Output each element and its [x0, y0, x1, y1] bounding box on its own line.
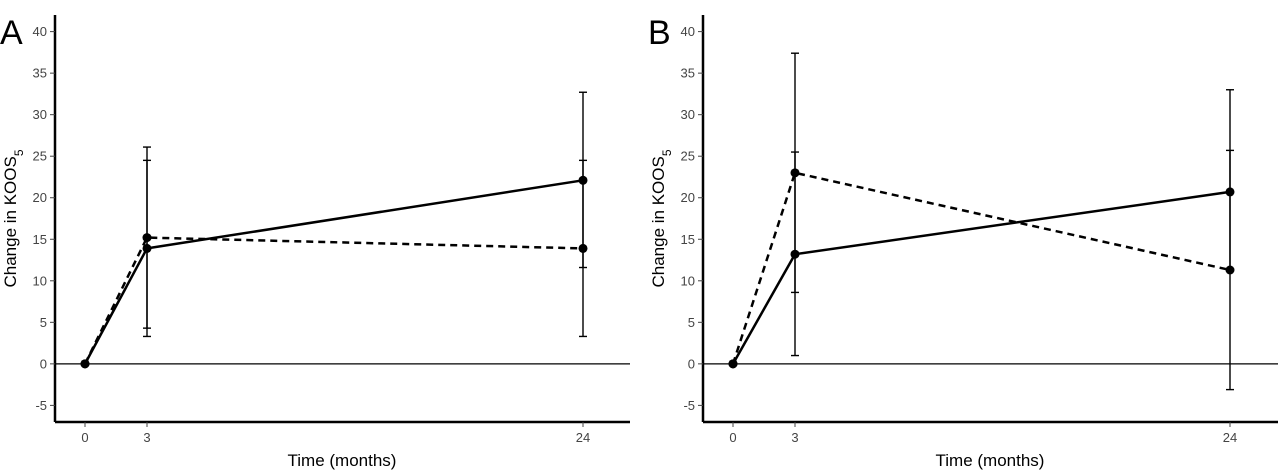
series-line-dashed [731, 171, 1231, 365]
y-tick-label: 25 [681, 149, 695, 164]
x-tick-label: 3 [791, 430, 798, 445]
y-tick-label: 35 [33, 66, 47, 81]
y-tick-label: 30 [681, 107, 695, 122]
y-tick-label: 40 [33, 24, 47, 39]
data-point [790, 168, 800, 178]
data-point [142, 233, 152, 243]
x-tick-label: 24 [576, 430, 590, 445]
y-tick-label: 20 [681, 190, 695, 205]
x-axis-title: Time (months) [288, 451, 397, 470]
y-axis-title-subscript: 5 [12, 149, 26, 156]
y-tick-label: -5 [35, 398, 47, 413]
x-tick-label: 24 [1223, 430, 1237, 445]
panel-label: A [0, 14, 23, 52]
series-solid [728, 89, 1235, 369]
series-line-solid [731, 190, 1231, 365]
data-point [728, 359, 738, 369]
chart-panel-b: B -5 0 5 10 15 20 25 30 35 40 0 3 24 Time (months) Chan… [648, 14, 1278, 470]
y-axis-title: Change in KOOS5 [1, 149, 26, 287]
y-tick-label: -5 [683, 398, 695, 413]
y-tick-label: 10 [33, 273, 47, 288]
y-tick-label: 20 [33, 190, 47, 205]
y-axis-title-main: Change in KOOS [1, 156, 20, 287]
y-tick-label: 25 [33, 149, 47, 164]
chart-panel-a: A -5 0 5 10 15 20 25 30 35 40 0 3 24 Time (months) Chan… [0, 14, 630, 470]
series-dashed [728, 52, 1235, 391]
x-axis-title: Time (months) [936, 451, 1045, 470]
y-tick-label: 15 [681, 232, 695, 247]
x-tick-label: 0 [81, 430, 88, 445]
series-line-dashed [83, 236, 584, 365]
data-point [578, 243, 588, 253]
y-tick-label: 35 [681, 66, 695, 81]
y-tick-label: 5 [40, 315, 47, 330]
series-dashed [80, 146, 588, 369]
panel-label: B [648, 14, 671, 52]
y-axis-title-subscript: 5 [660, 149, 674, 156]
y-tick-label: 5 [688, 315, 695, 330]
y-tick-label: 0 [40, 356, 47, 371]
y-tick-label: 10 [681, 273, 695, 288]
y-tick-label: 15 [33, 232, 47, 247]
y-tick-label: 40 [681, 24, 695, 39]
series-line-solid [83, 179, 584, 365]
series-solid [80, 91, 588, 369]
x-tick-label: 0 [729, 430, 736, 445]
data-point [1225, 265, 1235, 275]
data-point [80, 359, 90, 369]
y-axis-title-main: Change in KOOS [649, 156, 668, 287]
y-tick-label: 30 [33, 107, 47, 122]
x-tick-label: 3 [143, 430, 150, 445]
y-tick-label: 0 [688, 356, 695, 371]
y-axis-title: Change in KOOS5 [649, 149, 674, 287]
